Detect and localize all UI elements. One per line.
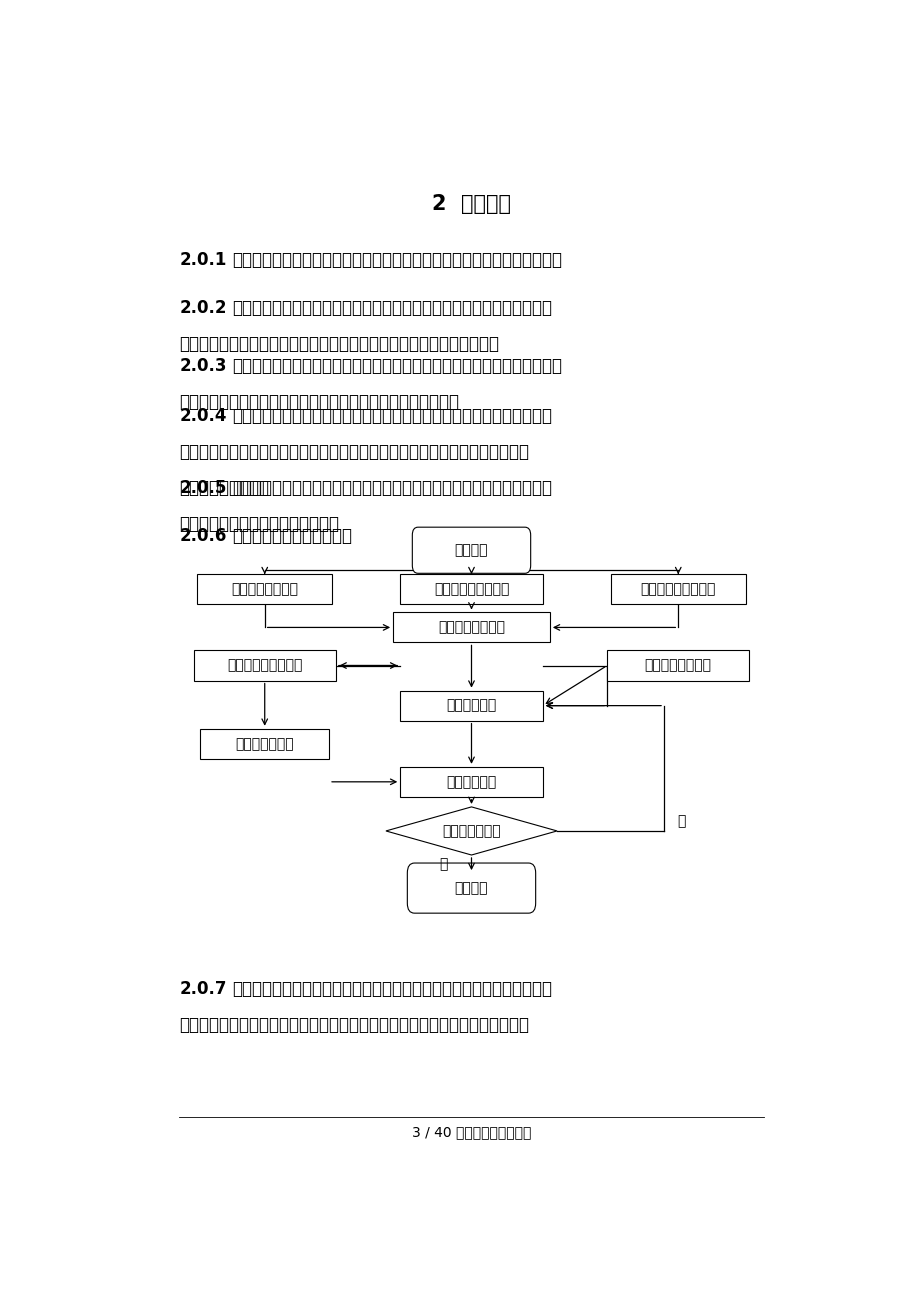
FancyBboxPatch shape bbox=[607, 651, 749, 681]
FancyBboxPatch shape bbox=[197, 574, 332, 604]
Text: 实施救援方案: 实施救援方案 bbox=[446, 775, 496, 789]
Text: 2  基本规定: 2 基本规定 bbox=[432, 194, 510, 215]
Text: 事故发生: 事故发生 bbox=[454, 543, 488, 557]
Text: 现场加固、处理: 现场加固、处理 bbox=[235, 737, 294, 751]
Text: 否: 否 bbox=[677, 814, 686, 828]
FancyBboxPatch shape bbox=[193, 651, 335, 681]
Text: 抢险救援应遵循如下程序：: 抢险救援应遵循如下程序： bbox=[233, 527, 352, 546]
Text: 现场基本情况调查: 现场基本情况调查 bbox=[644, 659, 711, 673]
Text: 声光报警、人员自救: 声光报警、人员自救 bbox=[640, 582, 715, 596]
Text: 事故现场紧急处置: 事故现场紧急处置 bbox=[437, 621, 505, 634]
Text: 铁路隧道施工抢险救援应按照国家和铁道部现行的有关法律、法规、规章: 铁路隧道施工抢险救援应按照国家和铁道部现行的有关法律、法规、规章 bbox=[233, 298, 552, 316]
FancyBboxPatch shape bbox=[392, 612, 550, 642]
Text: 和标准规定，成立抢险救援组织机构，分级响应、指挥和协调救援行动。: 和标准规定，成立抢险救援组织机构，分级响应、指挥和协调救援行动。 bbox=[179, 335, 499, 353]
Text: 场救援指挥机构并及时按程序上报。: 场救援指挥机构并及时按程序上报。 bbox=[179, 516, 339, 533]
Text: 先进、高效的救援设备，形成统一领导、分级负责、反应迅速、协调有序的铁路: 先进、高效的救援设备，形成统一领导、分级负责、反应迅速、协调有序的铁路 bbox=[179, 443, 528, 461]
Text: 方案可行性验证: 方案可行性验证 bbox=[442, 824, 500, 838]
Text: 2.0.2: 2.0.2 bbox=[179, 298, 226, 316]
Text: 2.0.3: 2.0.3 bbox=[179, 357, 226, 375]
FancyBboxPatch shape bbox=[400, 574, 542, 604]
Text: 铁路隧道施工抢险救援应重点做好组织指挥、救援方案、队伍设备等工作。: 铁路隧道施工抢险救援应重点做好组织指挥、救援方案、队伍设备等工作。 bbox=[233, 251, 562, 270]
Text: 工序为作业人员配备便携式急救包，不同地段设置移动式、固定式急救箱，结合: 工序为作业人员配备便携式急救包，不同地段设置移动式、固定式急救箱，结合 bbox=[179, 1017, 528, 1034]
Text: 隧道抢险救援体系。: 隧道抢险救援体系。 bbox=[179, 479, 269, 497]
Text: 铁路隧道施工应建立健全工作场所急救箱（包）配置制度，根据隧道不同: 铁路隧道施工应建立健全工作场所急救箱（包）配置制度，根据隧道不同 bbox=[233, 980, 552, 999]
FancyBboxPatch shape bbox=[400, 767, 542, 797]
Text: 确定救援方案: 确定救援方案 bbox=[446, 699, 496, 712]
Text: 3 / 40 文档可自由编辑打印: 3 / 40 文档可自由编辑打印 bbox=[412, 1126, 530, 1139]
Text: 救援结束: 救援结束 bbox=[454, 881, 488, 894]
Text: 隧道施工现场灾害事故发生后，应立即按规定启动现场应急预案，成立现: 隧道施工现场灾害事故发生后，应立即按规定启动现场应急预案，成立现 bbox=[233, 479, 552, 497]
Text: 分级启动应急预案: 分级启动应急预案 bbox=[231, 582, 298, 596]
Text: 火灾等不同风险类型和等级分别制定针对性的救援方案和措施。: 火灾等不同风险类型和等级分别制定针对性的救援方案和措施。 bbox=[179, 393, 459, 411]
Text: 2.0.1: 2.0.1 bbox=[179, 251, 226, 270]
Text: 2.0.7: 2.0.7 bbox=[179, 980, 226, 999]
Text: 是: 是 bbox=[438, 857, 447, 871]
Text: 2.0.6: 2.0.6 bbox=[179, 527, 226, 546]
Text: 铁路隧道施工企业、项目部应分层次组建训练有素的抢险救援队伍，配置: 铁路隧道施工企业、项目部应分层次组建训练有素的抢险救援队伍，配置 bbox=[233, 406, 552, 424]
FancyBboxPatch shape bbox=[610, 574, 745, 604]
Text: 2.0.5: 2.0.5 bbox=[179, 479, 226, 497]
FancyBboxPatch shape bbox=[400, 690, 542, 721]
FancyBboxPatch shape bbox=[407, 863, 535, 913]
FancyBboxPatch shape bbox=[200, 729, 329, 759]
Polygon shape bbox=[386, 807, 557, 855]
FancyBboxPatch shape bbox=[412, 527, 530, 573]
Text: 建设各方应编制抢险救援预案，抢险救援预案应结合具体隧道坍塌、水灾、: 建设各方应编制抢险救援预案，抢险救援预案应结合具体隧道坍塌、水灾、 bbox=[233, 357, 562, 375]
Text: 2.0.4: 2.0.4 bbox=[179, 406, 226, 424]
Text: 按程序进行事故报告: 按程序进行事故报告 bbox=[434, 582, 508, 596]
Text: 救援环境监测、分析: 救援环境监测、分析 bbox=[227, 659, 302, 673]
